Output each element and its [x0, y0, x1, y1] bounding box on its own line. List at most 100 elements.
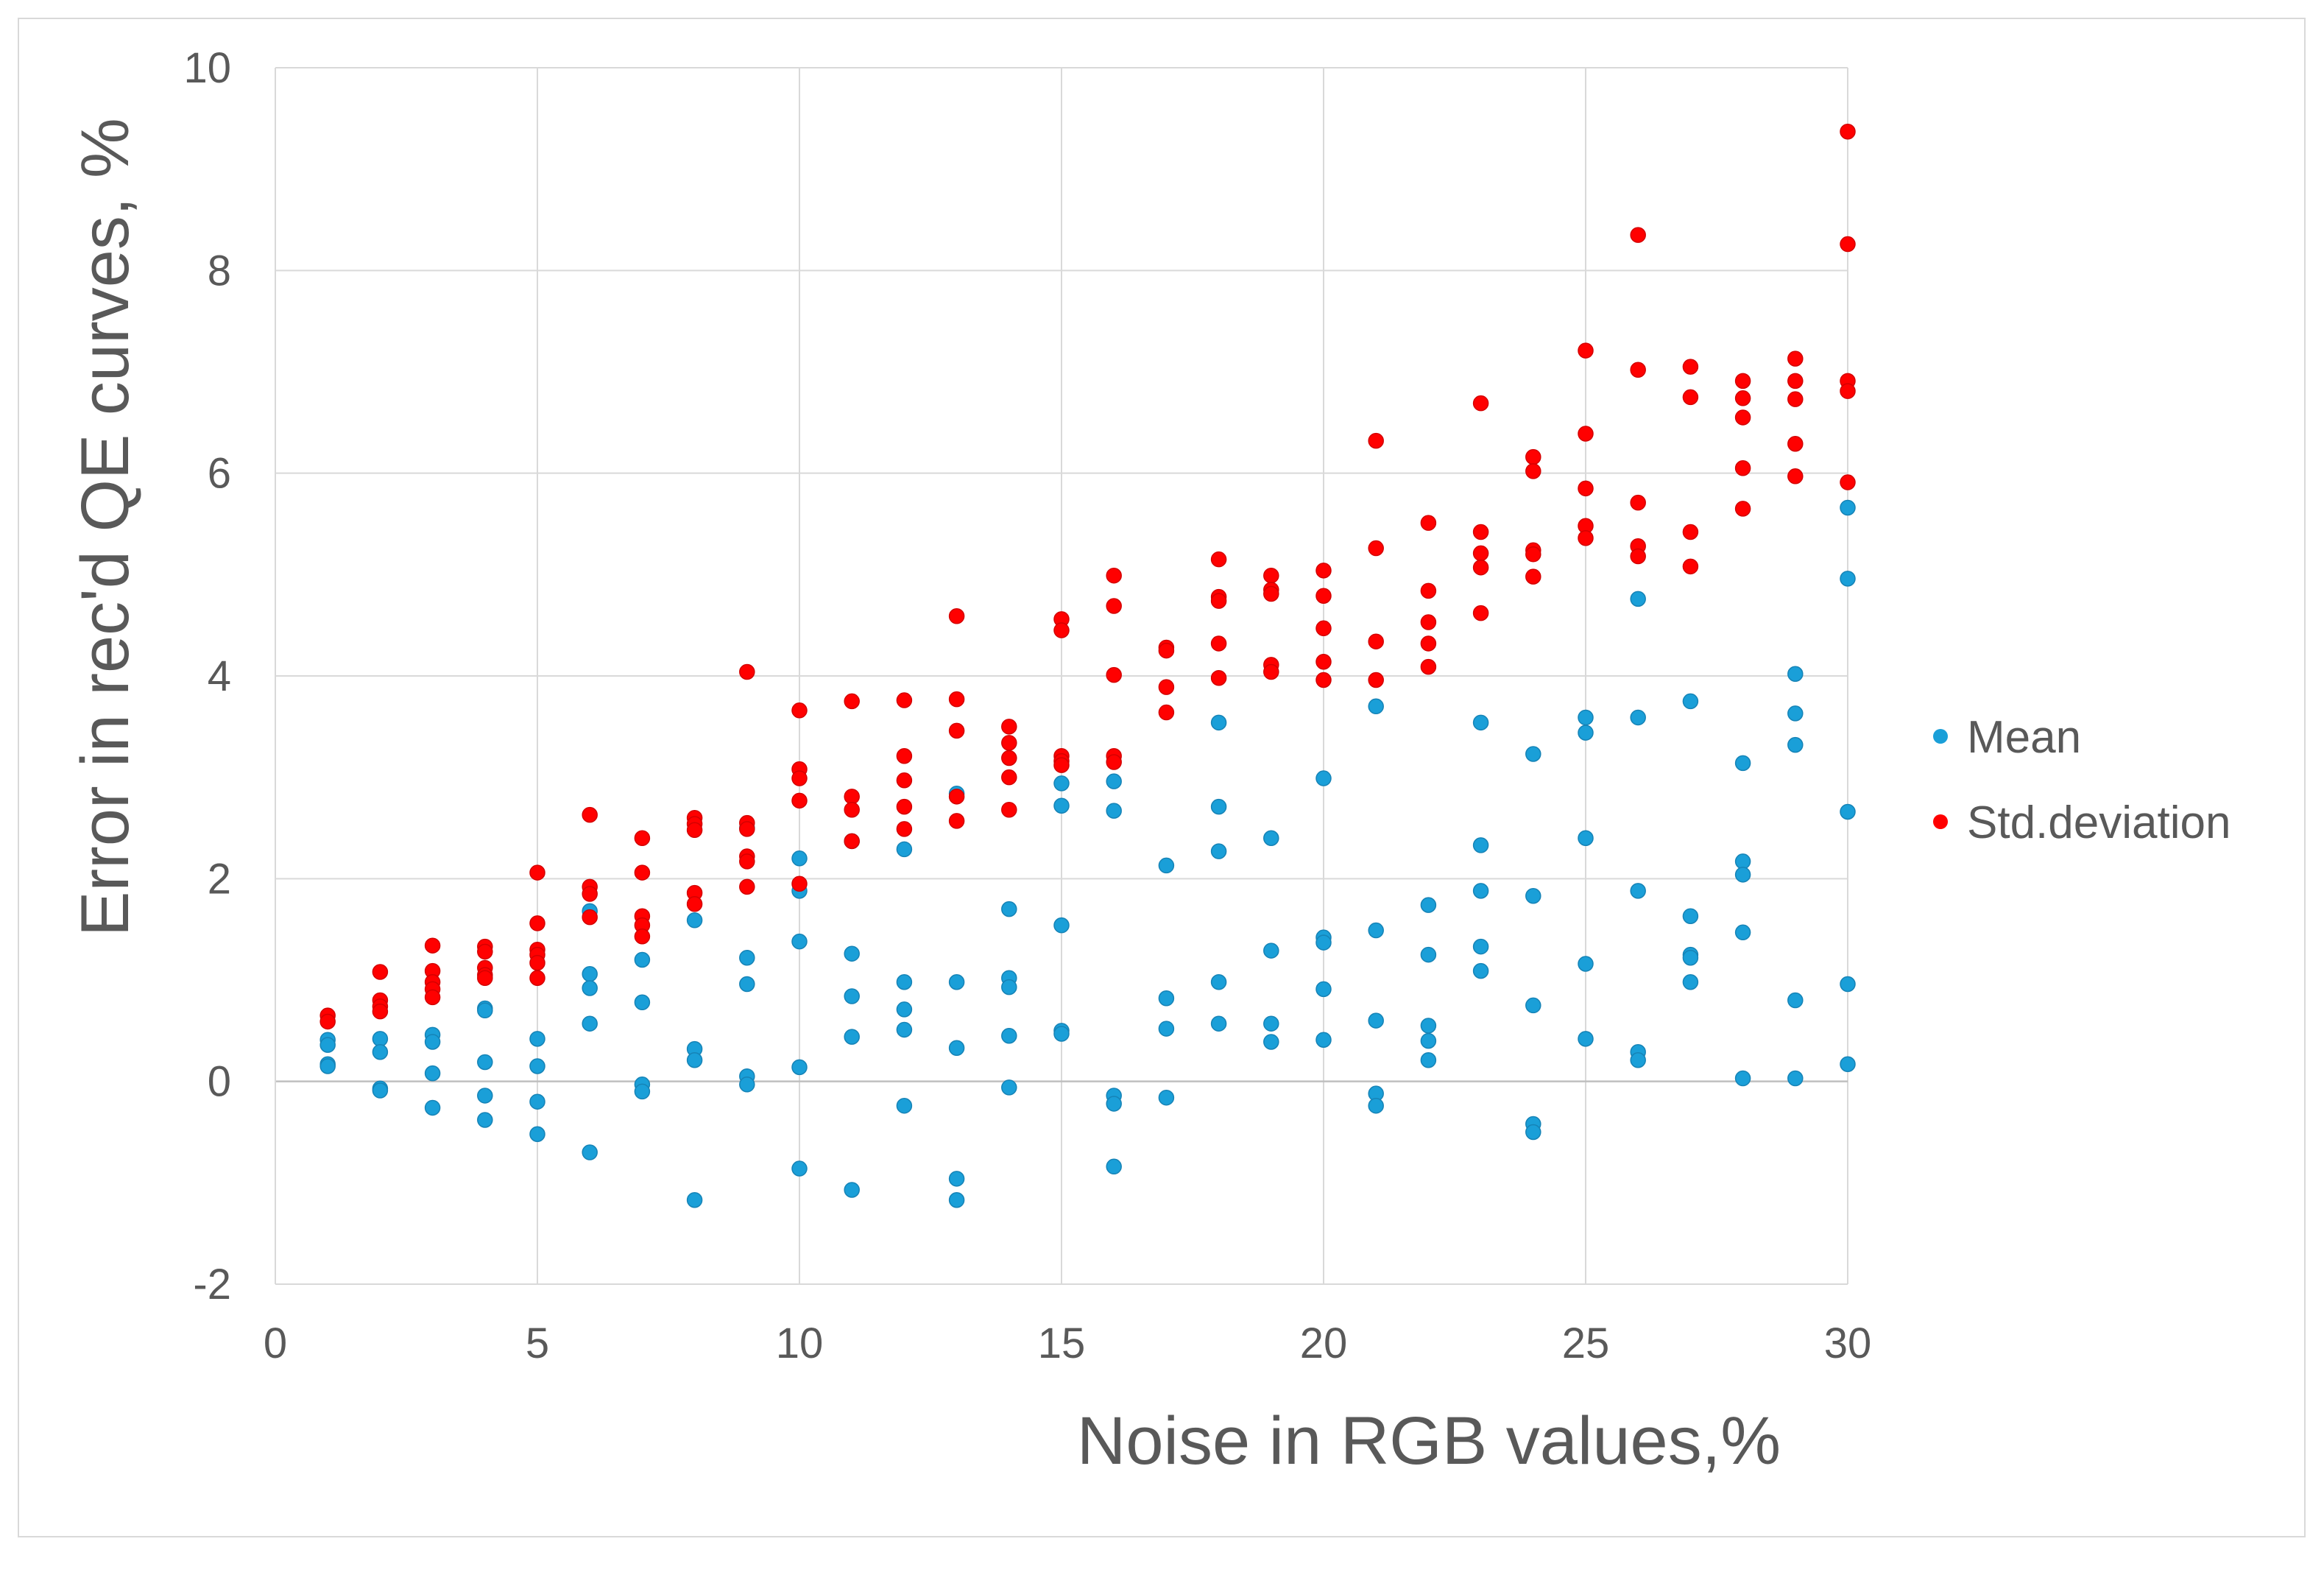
data-points — [319, 123, 1856, 1208]
mean-point — [844, 988, 860, 1004]
std-deviation-point — [1787, 435, 1804, 452]
std-deviation-point — [477, 943, 493, 960]
legend: Mean Std.deviation — [1933, 712, 2231, 848]
mean-point — [948, 1171, 965, 1187]
std-deviation-point — [948, 789, 965, 805]
x-tick-label: 5 — [526, 1319, 549, 1367]
x-axis-title: Noise in RGB values,% — [1077, 1403, 1781, 1479]
std-deviation-point — [1158, 642, 1175, 659]
mean-point — [739, 949, 755, 966]
mean-point — [1106, 803, 1122, 819]
mean-point — [477, 1002, 493, 1019]
mean-point — [1053, 775, 1070, 792]
mean-point — [319, 1058, 336, 1074]
std-deviation-point — [1368, 540, 1384, 557]
mean-point — [1263, 1015, 1279, 1032]
x-tick-label: 10 — [776, 1319, 824, 1367]
std-deviation-point — [739, 663, 755, 680]
mean-point — [1368, 1012, 1384, 1029]
mean-point — [1840, 571, 1856, 587]
mean-point — [686, 1191, 703, 1208]
std-deviation-point — [1210, 670, 1227, 686]
mean-point — [1525, 997, 1541, 1014]
std-deviation-point — [582, 909, 598, 926]
mean-point — [1053, 917, 1070, 934]
mean-point — [1368, 698, 1384, 715]
mean-point — [1158, 857, 1175, 874]
std-deviation-point — [529, 954, 545, 971]
std-deviation-point — [844, 801, 860, 818]
mean-point — [1734, 1070, 1751, 1087]
mean-point — [1420, 1032, 1437, 1049]
mean-point — [1315, 981, 1332, 998]
std-deviation-point — [1263, 663, 1279, 680]
y-tick-label: 2 — [208, 855, 231, 903]
std-deviation-point — [1578, 426, 1594, 442]
std-deviation-point — [1263, 567, 1279, 584]
x-tick-label: 0 — [264, 1319, 287, 1367]
std-deviation-point — [1578, 480, 1594, 497]
std-deviation-point — [1525, 463, 1541, 479]
mean-point — [1525, 746, 1541, 762]
std-deviation-point — [948, 813, 965, 829]
std-deviation-point — [1787, 350, 1804, 367]
std-deviation-point — [1734, 501, 1751, 517]
mean-point — [739, 976, 755, 993]
std-deviation-point — [1315, 563, 1332, 579]
std-deviation-point — [1420, 658, 1437, 675]
std-deviation-point — [1734, 390, 1751, 406]
mean-point — [582, 1015, 598, 1032]
std-deviation-series — [319, 123, 1856, 1030]
legend-mean-marker — [1933, 729, 1948, 744]
mean-point — [1158, 990, 1175, 1007]
std-deviation-point — [844, 693, 860, 710]
mean-point — [424, 1034, 441, 1050]
mean-point — [1263, 942, 1279, 959]
std-deviation-point — [896, 798, 913, 815]
mean-point — [1263, 830, 1279, 847]
std-deviation-point — [634, 929, 651, 945]
std-deviation-point — [1525, 448, 1541, 465]
gridlines — [275, 67, 1848, 1285]
x-tick-label: 20 — [1300, 1319, 1348, 1367]
mean-point — [948, 1040, 965, 1056]
mean-point — [1578, 709, 1594, 726]
std-deviation-point — [896, 748, 913, 764]
std-deviation-point — [477, 970, 493, 986]
std-deviation-point — [791, 792, 808, 809]
mean-point — [948, 974, 965, 990]
x-tick-label: 30 — [1824, 1319, 1872, 1367]
std-deviation-point — [1001, 750, 1017, 767]
mean-point — [1630, 1052, 1646, 1068]
std-deviation-point — [739, 878, 755, 895]
std-deviation-point — [1106, 754, 1122, 770]
std-deviation-point — [1420, 614, 1437, 630]
mean-point — [1630, 709, 1646, 726]
std-deviation-point — [1001, 801, 1017, 818]
std-deviation-point — [1158, 704, 1175, 721]
mean-point — [1525, 887, 1541, 904]
legend-mean-label: Mean — [1967, 712, 2081, 763]
mean-point — [1578, 956, 1594, 972]
mean-point — [1840, 1056, 1856, 1073]
mean-point — [372, 1031, 389, 1047]
std-deviation-point — [634, 830, 651, 847]
mean-point — [1053, 797, 1070, 814]
y-tick-label: 10 — [183, 44, 231, 92]
y-tick-label: 6 — [208, 450, 231, 498]
mean-series — [319, 499, 1856, 1208]
x-tick-label: 15 — [1038, 1319, 1086, 1367]
std-deviation-point — [1368, 672, 1384, 688]
mean-point — [1734, 924, 1751, 941]
mean-point — [1315, 1032, 1332, 1048]
std-deviation-point — [791, 770, 808, 786]
mean-point — [1472, 938, 1489, 955]
chart-frame: 0 5 10 15 20 25 30 -2 0 2 4 6 8 10 Noise in RGB value… — [18, 18, 2306, 1537]
std-deviation-point — [424, 989, 441, 1006]
mean-point — [1263, 1034, 1279, 1050]
std-deviation-point — [1001, 769, 1017, 786]
mean-point — [1734, 867, 1751, 883]
mean-point — [372, 1082, 389, 1099]
mean-point — [948, 1191, 965, 1208]
mean-point — [1210, 714, 1227, 731]
